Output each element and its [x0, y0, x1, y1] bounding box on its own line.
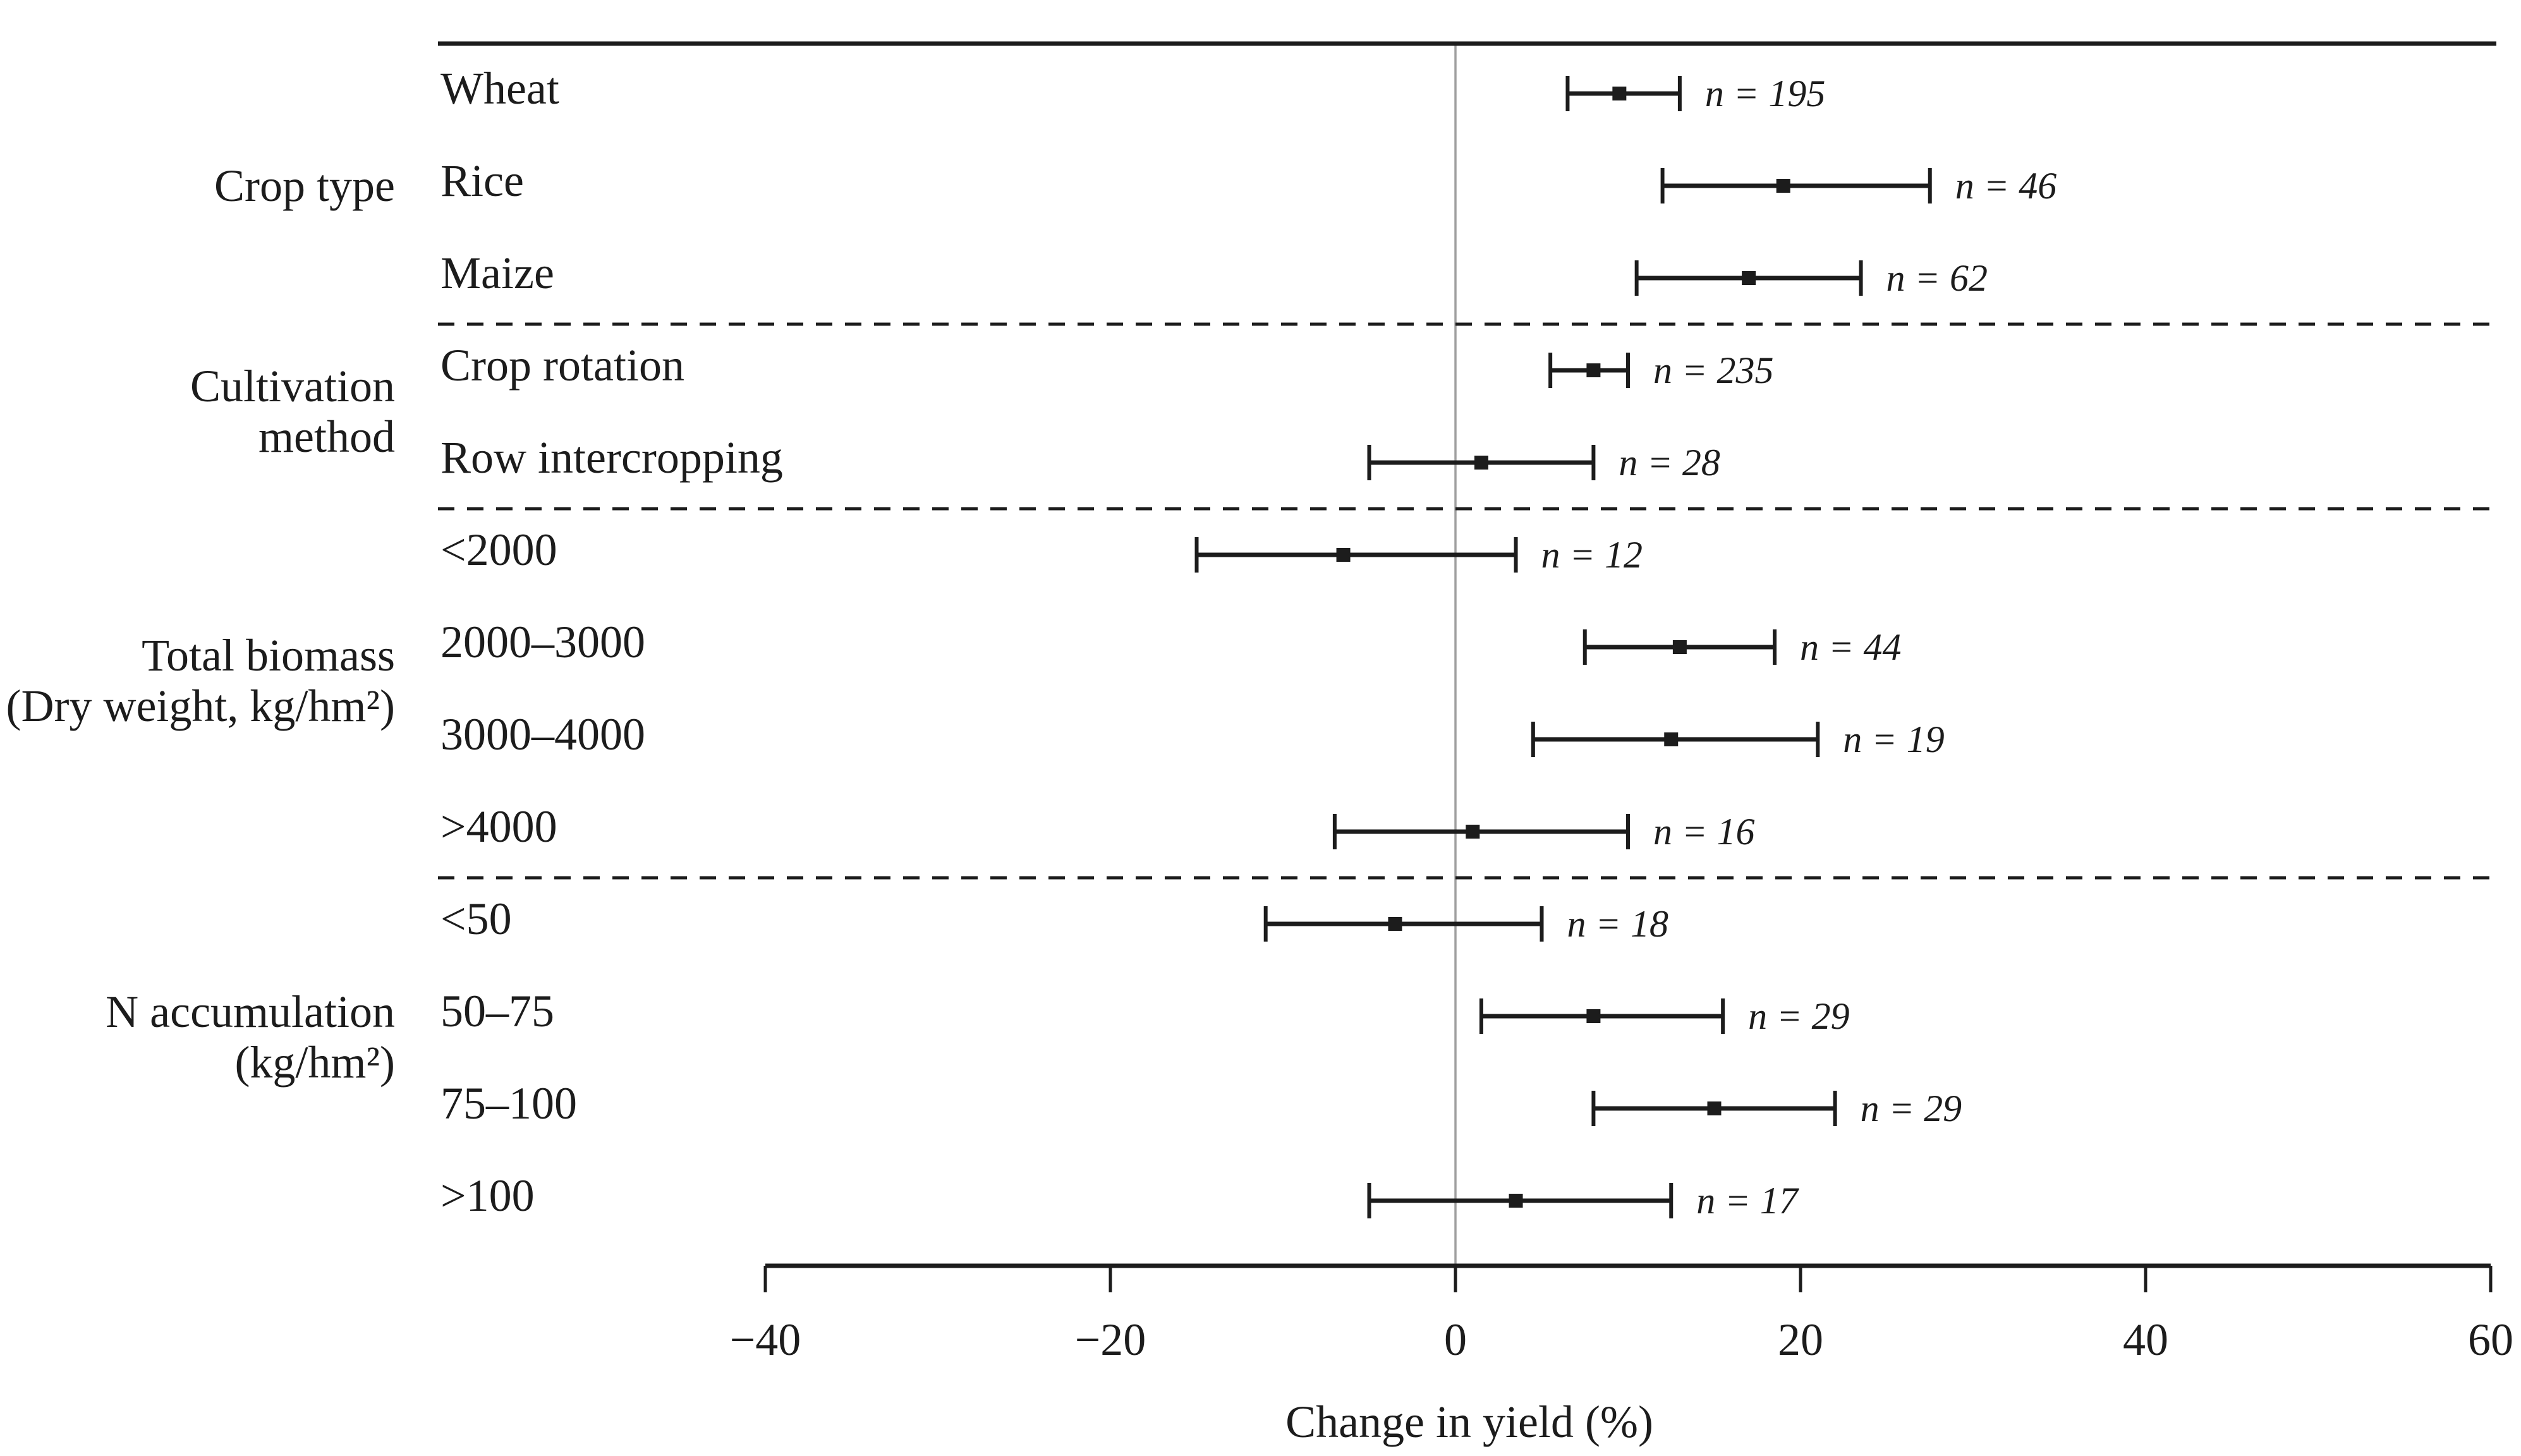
category-label: Maize [440, 248, 554, 298]
category-label: Rice [440, 155, 524, 206]
x-tick-label: −20 [1075, 1314, 1146, 1365]
x-tick-label: 40 [2123, 1314, 2168, 1365]
category-label: Wheat [440, 63, 559, 114]
mean-marker [1612, 87, 1627, 100]
group-label: (kg/hm²) [234, 1037, 395, 1088]
sample-size-label: n = 28 [1619, 442, 1720, 483]
category-label: >100 [440, 1170, 535, 1221]
category-label: 2000–3000 [440, 617, 645, 667]
category-label: <2000 [440, 525, 557, 575]
sample-size-label: n = 19 [1843, 719, 1945, 760]
group-label: (Dry weight, kg/hm²) [6, 681, 395, 731]
category-label: Row intercropping [440, 432, 783, 483]
sample-size-label: n = 195 [1705, 73, 1826, 114]
mean-marker [1388, 917, 1402, 931]
category-label: 75–100 [440, 1078, 577, 1129]
mean-marker [1664, 732, 1679, 746]
mean-marker [1672, 640, 1687, 654]
mean-marker [1707, 1101, 1722, 1115]
category-label: Crop rotation [440, 340, 684, 391]
mean-marker [1336, 548, 1351, 562]
category-label: >4000 [440, 801, 557, 852]
mean-marker [1474, 456, 1488, 470]
x-tick-label: 20 [1778, 1314, 1823, 1365]
sample-size-label: n = 29 [1861, 1088, 1962, 1129]
group-label: Total biomass [142, 630, 395, 681]
group-label: Cultivation [190, 361, 395, 411]
sample-size-label: n = 17 [1696, 1180, 1799, 1222]
mean-marker [1776, 179, 1790, 193]
x-tick-label: 0 [1444, 1314, 1467, 1365]
sample-size-label: n = 18 [1567, 903, 1669, 945]
category-label: 50–75 [440, 986, 554, 1036]
x-tick-label: 60 [2468, 1314, 2513, 1365]
category-label: <50 [440, 894, 512, 944]
x-axis-title: Change in yield (%) [1285, 1397, 1653, 1447]
group-label: N accumulation [106, 986, 395, 1037]
mean-marker [1466, 825, 1480, 839]
sample-size-label: n = 12 [1541, 534, 1643, 576]
mean-marker [1742, 271, 1756, 285]
sample-size-label: n = 46 [1955, 165, 2057, 207]
x-tick-label: −40 [730, 1314, 801, 1365]
mean-marker [1509, 1194, 1523, 1208]
sample-size-label: n = 62 [1886, 257, 1988, 299]
sample-size-label: n = 29 [1748, 995, 1850, 1037]
mean-marker [1586, 363, 1601, 377]
mean-marker [1586, 1009, 1601, 1023]
group-label: Crop type [214, 161, 395, 211]
category-label: 3000–4000 [440, 709, 645, 760]
group-label: method [258, 411, 395, 462]
sample-size-label: n = 44 [1800, 626, 1902, 668]
sample-size-label: n = 16 [1653, 811, 1755, 852]
sample-size-label: n = 235 [1653, 349, 1774, 391]
